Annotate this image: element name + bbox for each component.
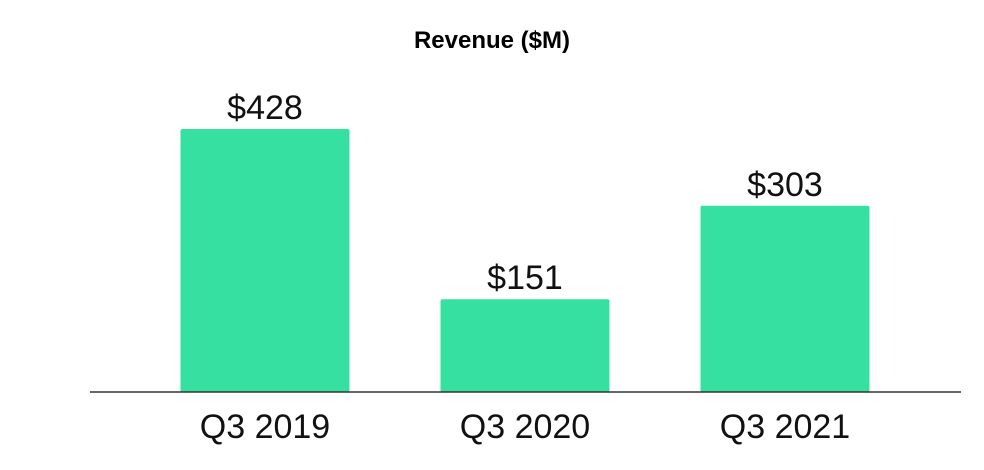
x-tick-label-1: Q3 2019	[200, 408, 330, 446]
bars-group	[180, 129, 870, 392]
x-tick-label-2: Q3 2020	[460, 408, 590, 446]
value-labels-group: $428 $151 $303	[227, 89, 823, 297]
x-tick-label-3: Q3 2021	[720, 408, 850, 446]
bar-value-label-1: $428	[227, 89, 303, 127]
bar-value-label-2: $151	[487, 259, 563, 297]
x-tick-labels-group: Q3 2019 Q3 2020 Q3 2021	[200, 408, 850, 446]
bar-3	[700, 205, 870, 392]
bar-1	[180, 129, 350, 392]
bar-2	[440, 299, 610, 392]
bar-value-label-3: $303	[747, 166, 823, 204]
chart-title: Revenue ($M)	[414, 27, 570, 54]
